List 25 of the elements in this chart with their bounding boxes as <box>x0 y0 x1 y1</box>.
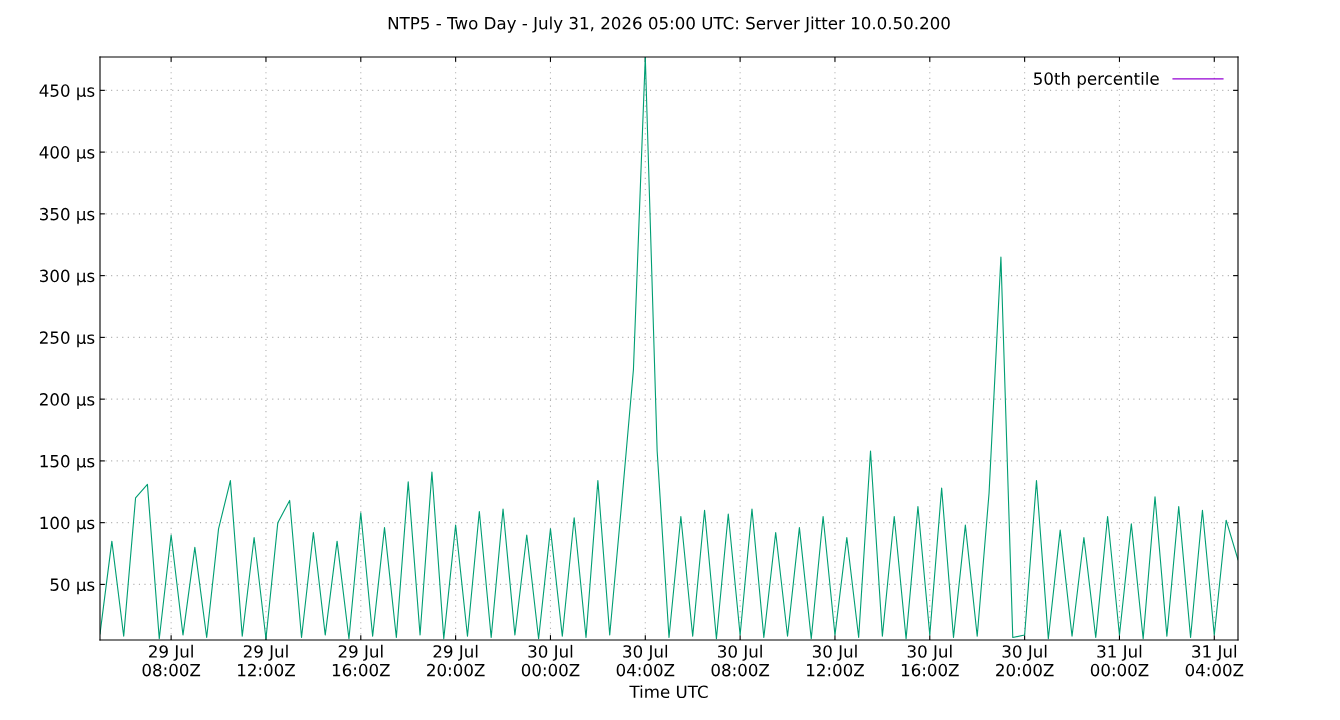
y-tick-label: 150 µs <box>40 454 95 471</box>
y-tick-label: 300 µs <box>40 269 95 286</box>
x-tick-label: 29 Jul 12:00Z <box>238 644 295 677</box>
x-tick-label: 30 Jul 20:00Z <box>996 644 1054 677</box>
x-axis-title: Time UTC <box>629 685 708 699</box>
x-tick-label: 30 Jul 08:00Z <box>711 644 770 677</box>
legend-label: 50th percentile <box>1034 72 1159 89</box>
y-tick-label: 350 µs <box>40 207 95 224</box>
x-tick-label: 29 Jul 08:00Z <box>142 644 201 677</box>
y-tick-label: 450 µs <box>39 84 95 101</box>
y-tick-label: 250 µs <box>39 331 95 348</box>
y-tick-label: 400 µs <box>39 146 95 162</box>
y-tick-label: 200 µs <box>39 393 95 409</box>
y-tick-label: 100 µs <box>40 516 95 533</box>
x-tick-label: 29 Jul 20:00Z <box>427 644 485 677</box>
x-tick-label: 29 Jul 16:00Z <box>332 644 390 677</box>
x-tick-label: 30 Jul 00:00Z <box>521 644 580 677</box>
y-tick-label: 50 µs <box>50 578 95 595</box>
line-series <box>100 57 1238 640</box>
chart-title: NTP5 - Two Day - July 31, 2026 05:00 UTC: Server Jitter 10.0.50.200 <box>388 16 950 33</box>
x-tick-label: 31 Jul 04:00Z <box>1185 644 1244 677</box>
x-tick-label: 31 Jul 00:00Z <box>1090 644 1149 677</box>
x-tick-label: 30 Jul 12:00Z <box>807 644 864 677</box>
x-tick-label: 30 Jul 04:00Z <box>616 644 675 677</box>
x-tick-label: 30 Jul 16:00Z <box>901 644 959 677</box>
